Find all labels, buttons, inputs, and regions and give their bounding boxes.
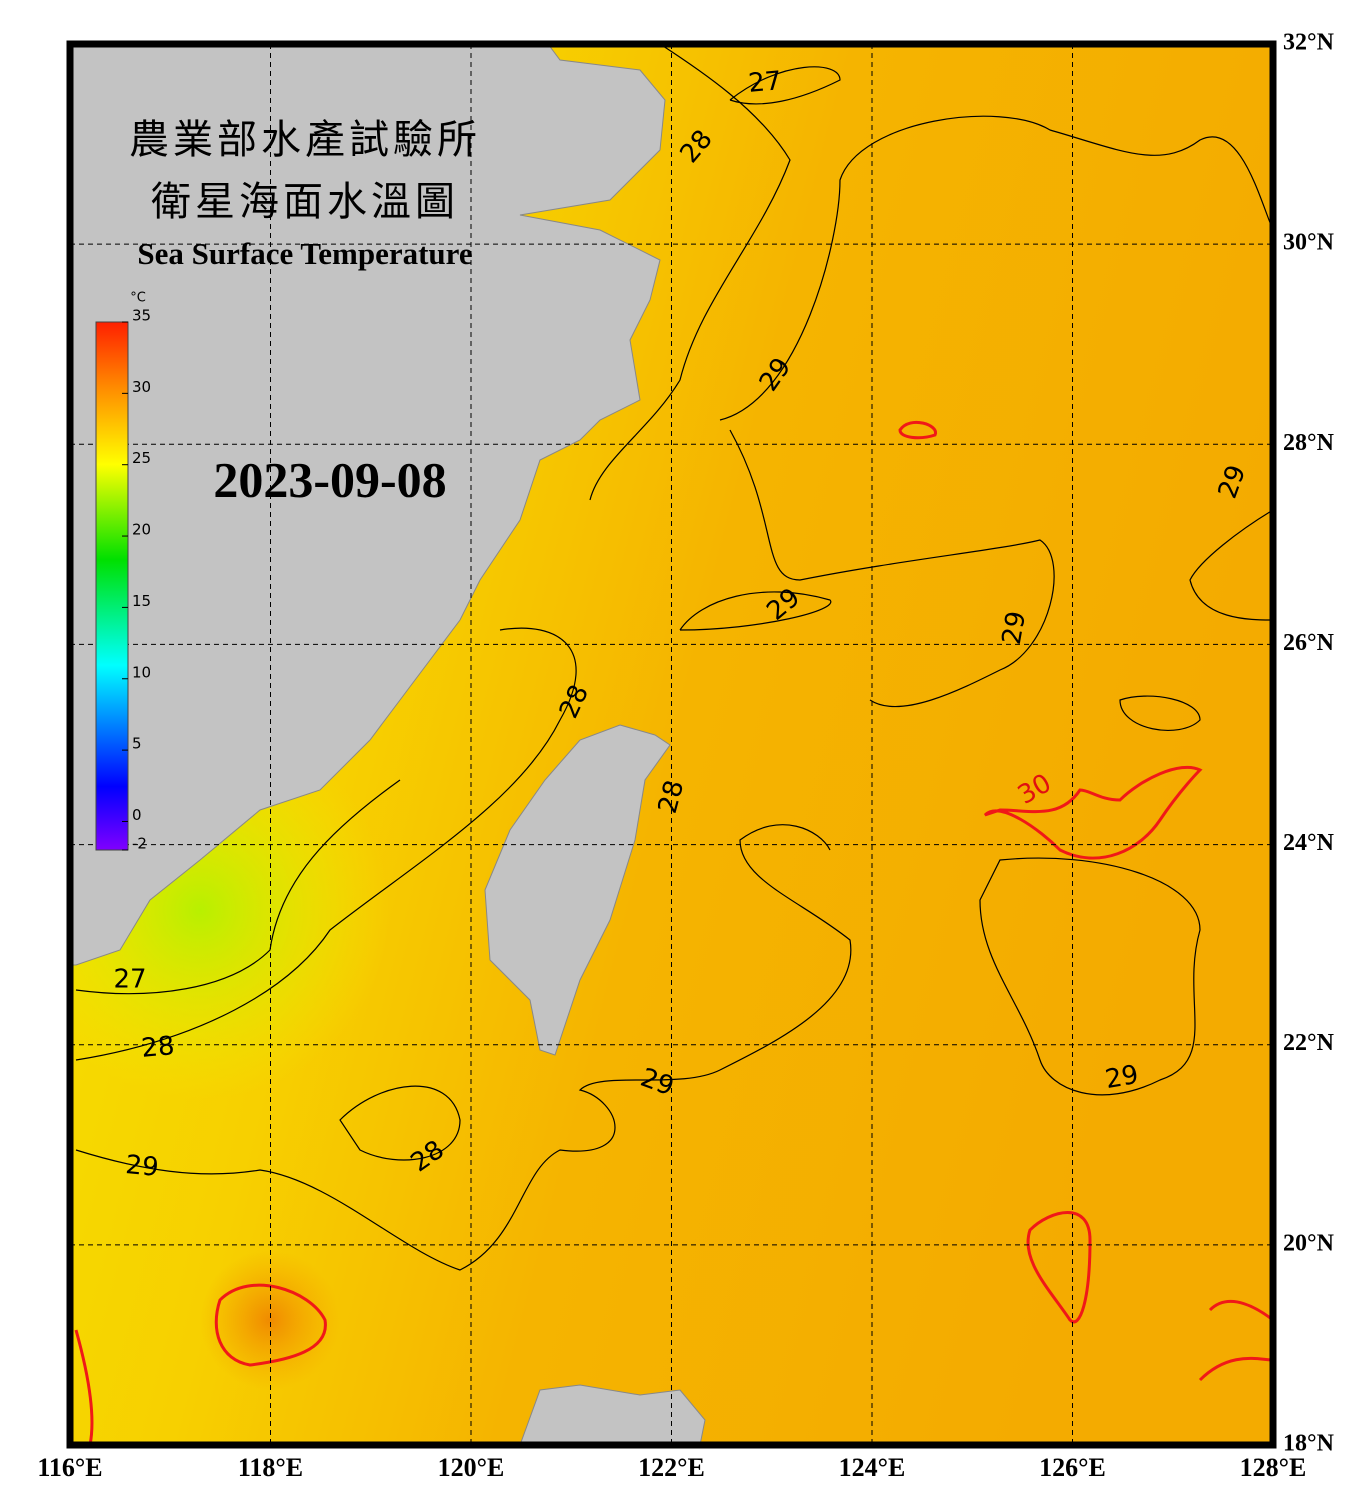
lat-label: 28°N xyxy=(1283,430,1335,456)
colorbar-tick-label: 20 xyxy=(132,521,151,539)
contour-label: 27 xyxy=(113,965,146,995)
contour-line xyxy=(75,779,401,995)
lon-label: 128°E xyxy=(1240,1453,1307,1482)
contour-line xyxy=(74,1329,94,1445)
lon-label: 122°E xyxy=(638,1453,705,1482)
contour-line xyxy=(898,420,937,440)
lon-label: 126°E xyxy=(1039,1453,1106,1482)
lon-label: 116°E xyxy=(37,1453,102,1482)
lat-label: 18°N xyxy=(1283,1431,1335,1457)
contour-line xyxy=(75,627,577,1061)
contour-line xyxy=(1119,695,1201,731)
lat-label: 22°N xyxy=(1283,1030,1335,1056)
contour-line xyxy=(589,44,791,501)
contour-line xyxy=(1189,509,1273,621)
colorbar-tick-label: 25 xyxy=(132,449,151,467)
lat-label: 30°N xyxy=(1283,230,1335,256)
colorbar-tick-label: -2 xyxy=(132,835,147,853)
colorbar-unit: °C xyxy=(130,291,146,306)
lat-label: 24°N xyxy=(1283,830,1335,856)
contour-label: 29 xyxy=(997,609,1032,647)
colorbar-tick-label: 35 xyxy=(132,307,151,325)
contour-line xyxy=(719,115,1273,421)
contour-line xyxy=(979,857,1201,1096)
contour-line xyxy=(1026,1211,1092,1324)
contours-30 xyxy=(74,420,1273,1445)
contours xyxy=(75,44,1273,1271)
luzon xyxy=(519,1384,706,1445)
contour-line xyxy=(339,1085,461,1161)
lon-label: 120°E xyxy=(438,1453,505,1482)
date: 2023-09-08 xyxy=(213,451,446,507)
colorbar-tick-label: 15 xyxy=(132,592,151,610)
contour-line xyxy=(679,591,832,631)
lon-label: 118°E xyxy=(238,1453,303,1482)
contour-label: 27 xyxy=(747,66,783,99)
colorbar-tick-label: 10 xyxy=(132,663,151,681)
contour-label: 29 xyxy=(1103,1060,1141,1095)
contour-line xyxy=(983,765,1203,860)
colorbar-tick-label: 30 xyxy=(132,378,151,396)
lat-label: 26°N xyxy=(1283,630,1335,656)
lon-label: 124°E xyxy=(839,1453,906,1482)
contour-label: 29 xyxy=(124,1150,160,1183)
title-en: Sea Surface Temperature xyxy=(137,236,472,271)
china-coast xyxy=(70,44,666,966)
colorbar xyxy=(95,321,129,851)
axes: 116°E 118°E 120°E 122°E 124°E 126°E 128°E18°N 2… xyxy=(37,30,1334,1482)
lat-label: 32°N xyxy=(1283,30,1335,56)
frame xyxy=(66,40,1277,1449)
colorbar-tick-label: 5 xyxy=(132,735,142,753)
taiwan xyxy=(484,724,671,1056)
contour-label: 28 xyxy=(140,1031,176,1064)
graticule xyxy=(70,44,1273,1445)
colorbar-tick-label: 0 xyxy=(132,806,142,824)
contour-line xyxy=(1198,1299,1273,1382)
lat-label: 20°N xyxy=(1283,1230,1335,1256)
subtitle-zh: 衛星海面水溫圖 xyxy=(151,179,459,225)
contour-line xyxy=(729,66,841,105)
contour-line xyxy=(214,1283,327,1367)
contour-line xyxy=(75,824,852,1271)
contour-line xyxy=(729,429,1055,708)
title-zh: 農業部水產試驗所 xyxy=(129,117,481,163)
